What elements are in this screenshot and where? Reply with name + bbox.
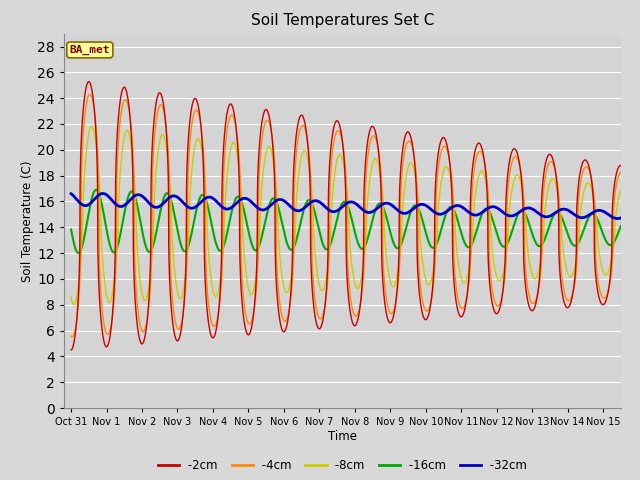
- X-axis label: Time: Time: [328, 430, 357, 443]
- Y-axis label: Soil Temperature (C): Soil Temperature (C): [22, 160, 35, 282]
- Text: BA_met: BA_met: [70, 45, 110, 55]
- Legend:  -2cm,  -4cm,  -8cm,  -16cm,  -32cm: -2cm, -4cm, -8cm, -16cm, -32cm: [154, 455, 531, 477]
- Title: Soil Temperatures Set C: Soil Temperatures Set C: [251, 13, 434, 28]
